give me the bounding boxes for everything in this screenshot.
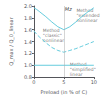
svg-text:Method: Method: [76, 8, 94, 13]
svg-text:10: 10: [91, 79, 97, 85]
svg-text:Method: Method: [42, 28, 60, 34]
svg-text:"simplified": "simplified": [69, 66, 96, 72]
svg-text:"classic": "classic": [42, 33, 62, 39]
svg-text:Mz: Mz: [65, 6, 72, 12]
svg-text:linear: linear: [70, 72, 83, 77]
svg-text:Q_max / Q_0_linear: Q_max / Q_0_linear: [8, 16, 15, 65]
svg-text:1.0: 1.0: [24, 62, 32, 68]
svg-text:Method: Method: [69, 61, 87, 67]
svg-text:0: 0: [32, 79, 35, 85]
svg-text:5: 5: [62, 79, 65, 85]
svg-text:1.4: 1.4: [24, 39, 32, 45]
svg-text:0.8: 0.8: [24, 74, 32, 80]
svg-text:Preload (in % of C): Preload (in % of C): [41, 89, 88, 95]
svg-text:2.0: 2.0: [24, 3, 32, 9]
svg-text:nonlinear: nonlinear: [76, 18, 98, 23]
svg-text:1.8: 1.8: [24, 15, 32, 21]
svg-text:1.2: 1.2: [24, 50, 32, 56]
svg-text:1.6: 1.6: [24, 27, 32, 33]
svg-text:nonlinear: nonlinear: [43, 38, 64, 43]
